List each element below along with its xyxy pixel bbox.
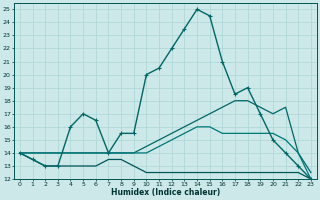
X-axis label: Humidex (Indice chaleur): Humidex (Indice chaleur) bbox=[111, 188, 220, 197]
